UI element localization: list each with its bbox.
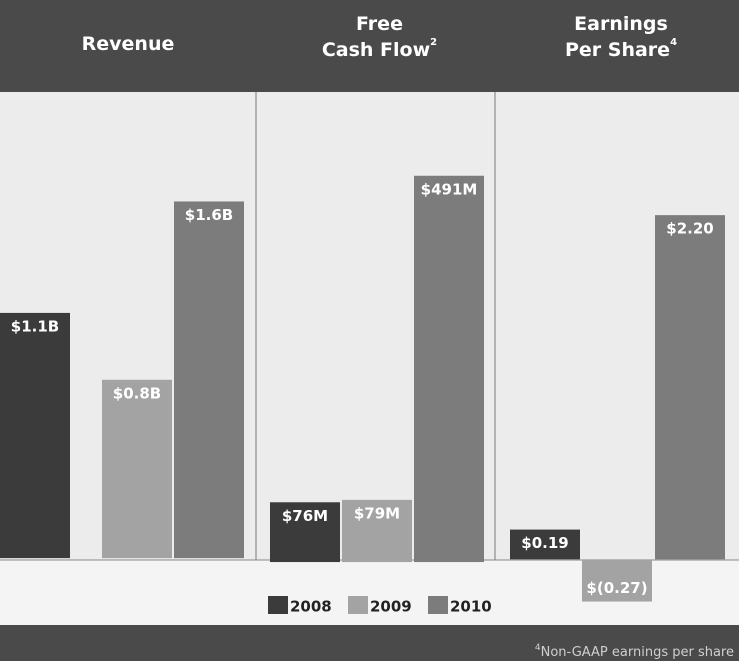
- title-main: Revenue: [82, 33, 175, 55]
- bar: [102, 379, 172, 559]
- legend-swatch: [268, 596, 288, 614]
- value-label: $(0.27): [586, 579, 647, 597]
- bar: [342, 499, 412, 563]
- panel-title: Free Cash Flow2: [322, 13, 437, 61]
- value-label: $491M: [421, 180, 478, 198]
- title-line: Free: [356, 13, 403, 35]
- value-label: $0.8B: [113, 384, 161, 402]
- footnote: 4Non-GAAP earnings per share: [535, 643, 734, 660]
- value-label: $1.1B: [11, 317, 59, 335]
- title-line: Per Share: [565, 39, 670, 61]
- bar: [510, 529, 580, 560]
- legend-label: 2010: [450, 598, 492, 616]
- legend-swatch: [348, 596, 368, 614]
- title-line: Cash Flow: [322, 39, 430, 61]
- footnote-text: Non-GAAP earnings per share: [541, 645, 734, 660]
- title-note: 2: [430, 37, 437, 48]
- bar: [655, 215, 725, 560]
- bar: [174, 201, 244, 559]
- title-line: Earnings: [574, 13, 668, 35]
- value-label: $2.20: [666, 220, 713, 238]
- value-label: $0.19: [521, 534, 568, 552]
- footnote-marker: 4: [535, 643, 541, 653]
- title-note: 4: [670, 37, 677, 48]
- panel-title: Revenue: [82, 33, 175, 55]
- value-label: $76M: [282, 507, 328, 525]
- legend-swatch: [428, 596, 448, 614]
- footer-band: [0, 625, 739, 661]
- legend-label: 2008: [290, 598, 332, 616]
- header-band: [0, 0, 739, 92]
- panel-title: Earnings Per Share4: [565, 13, 677, 61]
- legend-label: 2009: [370, 598, 412, 616]
- value-label: $79M: [354, 504, 400, 522]
- value-label: $1.6B: [185, 206, 233, 224]
- bar: [582, 559, 652, 602]
- bar: [0, 312, 70, 559]
- bar: [270, 502, 340, 563]
- bar: [414, 175, 484, 563]
